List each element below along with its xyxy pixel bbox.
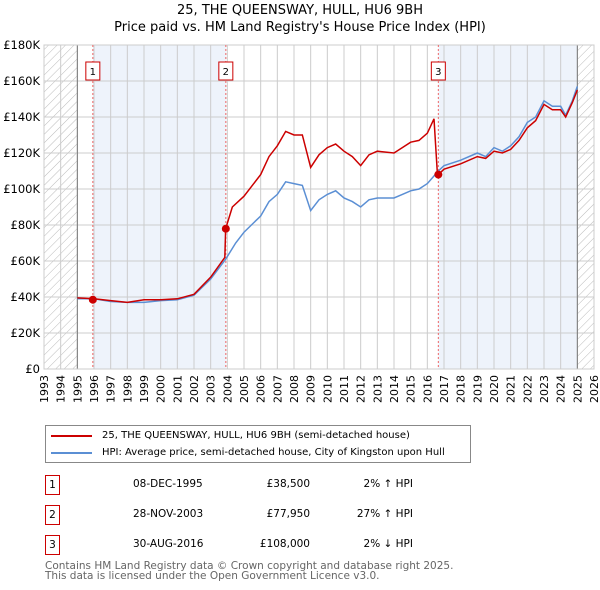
plot-border (43, 44, 595, 370)
x-tick-label: 1994 (55, 375, 68, 403)
x-tick-label: 2010 (321, 375, 334, 403)
y-tick-label: £180K (3, 38, 40, 52)
y-tick-label: £120K (3, 146, 40, 160)
y-tick-label: £20K (11, 326, 41, 340)
sale-number-badge: 3 (45, 535, 60, 555)
y-tick-label: £0 (25, 362, 40, 376)
legend-label-hpi: HPI: Average price, semi-detached house,… (102, 447, 445, 458)
y-tick-label: £140K (3, 110, 40, 124)
x-tick-label: 2000 (155, 375, 168, 403)
x-tick-label: 2002 (188, 375, 201, 403)
sale-row: 1 08-DEC-1995 £38,500 2% ↑ HPI (45, 475, 445, 495)
legend-line-hpi (51, 451, 92, 454)
sale-label-box (218, 61, 234, 81)
y-tick-label: £100K (3, 182, 40, 196)
sale-number-badge: 1 (45, 475, 60, 495)
x-tick-label: 2009 (305, 375, 318, 403)
x-tick-label: 2006 (255, 375, 268, 403)
y-tick-label: £80K (11, 218, 41, 232)
sale-hpi-diff: 2% ↑ HPI (363, 478, 413, 490)
footer: Contains HM Land Registry data © Crown c… (45, 560, 454, 582)
sale-hpi-diff: 2% ↓ HPI (363, 538, 413, 550)
sale-date: 30-AUG-2016 (133, 538, 204, 550)
sale-point (434, 170, 443, 179)
x-tick-label: 2014 (388, 375, 401, 403)
x-tick-label: 1996 (88, 375, 101, 403)
x-tick-label: 2004 (221, 375, 234, 403)
x-tick-label: 2019 (471, 375, 484, 403)
sale-point (88, 295, 97, 304)
y-tick-label: £40K (11, 290, 41, 304)
x-tick-label: 2012 (355, 375, 368, 403)
sale-price: £77,950 (266, 508, 310, 520)
sale-label: 1 (90, 67, 96, 78)
x-tick-label: 2008 (288, 375, 301, 403)
shaded-period (438, 45, 578, 369)
x-tick-label: 1998 (121, 375, 134, 403)
footer-line-1: Contains HM Land Registry data © Crown c… (45, 560, 454, 572)
legend-line-property (51, 434, 92, 437)
x-tick-label: 1995 (71, 375, 84, 403)
x-tick-label: 1997 (105, 375, 118, 403)
footer-line-2: This data is licensed under the Open Gov… (45, 570, 380, 582)
hatched-region (577, 45, 594, 369)
x-tick-label: 2018 (455, 375, 468, 403)
x-tick-label: 2013 (371, 375, 384, 403)
legend: 25, THE QUEENSWAY, HULL, HU6 9BH (semi-d… (45, 425, 471, 463)
x-tick-label: 2017 (438, 375, 451, 403)
legend-label-property: 25, THE QUEENSWAY, HULL, HU6 9BH (semi-d… (102, 430, 410, 441)
plot-area: 1993 1994 1995 1996 1997 1998 1999 2000 2001 2002… (3, 38, 600, 403)
sale-price: £38,500 (266, 478, 310, 490)
chart-title: 25, THE QUEENSWAY, HULL, HU6 9BH (177, 3, 423, 18)
sale-date: 28-NOV-2003 (133, 508, 204, 520)
x-tick-label: 1999 (138, 375, 151, 403)
x-tick-label: 2020 (488, 375, 501, 403)
x-tick-label: 2021 (505, 375, 518, 403)
x-tick-label: 2026 (588, 375, 600, 403)
x-tick-label: 2024 (555, 375, 568, 403)
sale-row: 2 28-NOV-2003 £77,950 27% ↑ HPI (45, 505, 445, 525)
x-tick-label: 2015 (405, 375, 418, 403)
property-price-line (77, 89, 579, 304)
sale-hpi-diff: 27% ↑ HPI (356, 508, 413, 520)
shaded-period (92, 45, 226, 369)
sale-point (221, 224, 230, 233)
hpi-line (77, 86, 579, 304)
x-tick-label: 2011 (338, 375, 351, 403)
x-tick-label: 2022 (521, 375, 534, 403)
sale-date: 08-DEC-1995 (133, 478, 203, 490)
sale-price: £108,000 (259, 538, 310, 550)
chart-subtitle: Price paid vs. HM Land Registry's House … (114, 20, 486, 35)
sale-label: 3 (435, 67, 441, 78)
y-tick-label: £160K (3, 74, 40, 88)
x-tick-label: 2016 (421, 375, 434, 403)
x-tick-label: 2003 (205, 375, 218, 403)
x-tick-label: 1993 (38, 375, 51, 403)
sale-label-box (85, 61, 101, 81)
x-tick-label: 2005 (238, 375, 251, 403)
x-tick-label: 2023 (538, 375, 551, 403)
sale-row: 3 30-AUG-2016 £108,000 2% ↓ HPI (45, 535, 445, 555)
sale-number-badge: 2 (45, 505, 60, 525)
x-tick-label: 2007 (271, 375, 284, 403)
sale-label: 2 (223, 67, 229, 78)
y-tick-label: £60K (11, 254, 41, 268)
sale-label-box (430, 61, 446, 81)
x-tick-label: 2001 (171, 375, 184, 403)
x-tick-label: 2025 (571, 375, 584, 403)
